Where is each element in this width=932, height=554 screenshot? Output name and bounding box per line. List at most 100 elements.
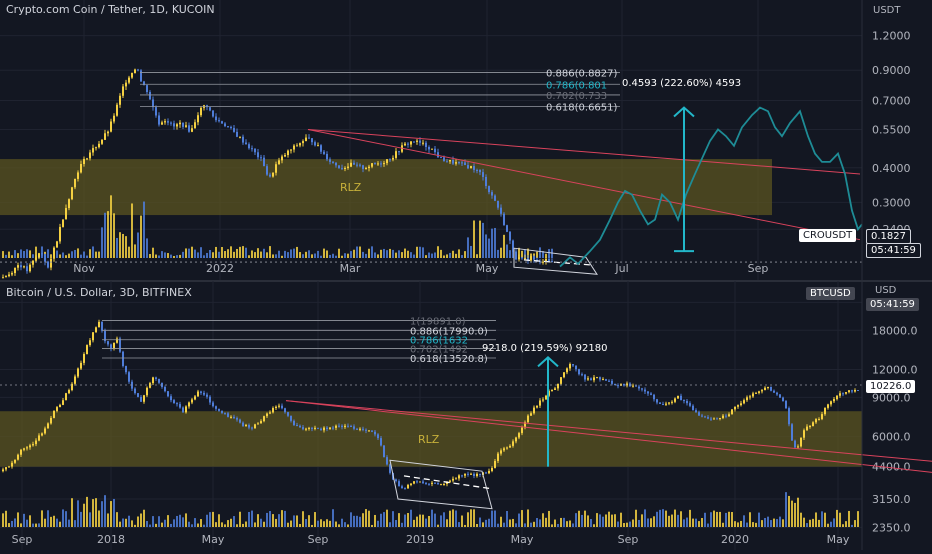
volume-bar (830, 521, 832, 527)
candle-body (8, 466, 10, 468)
candle-body (698, 412, 700, 416)
volume-bar (458, 522, 460, 527)
candle-body (368, 430, 370, 432)
volume-bar (212, 511, 214, 527)
panel-divider[interactable] (0, 280, 932, 282)
candle-body (284, 155, 286, 157)
candle-body (506, 225, 508, 232)
bottom-chart-panel[interactable]: 24000.018000.012000.09000.06000.04400.03… (0, 281, 932, 554)
candle-body (527, 415, 529, 423)
candle-body (32, 260, 34, 265)
candle-body (389, 159, 391, 161)
candle-body (488, 186, 490, 193)
volume-bar (50, 516, 52, 527)
candle-body (74, 376, 76, 384)
candle-body (245, 142, 247, 145)
volume-bar (527, 509, 529, 527)
candle-body (791, 424, 793, 441)
candle-body (92, 148, 94, 153)
volume-bar (209, 249, 211, 258)
candle-body (140, 396, 142, 402)
candle-body (383, 163, 385, 165)
volume-bar (395, 520, 397, 527)
x-tick-label: May (202, 533, 225, 546)
volume-bar (221, 247, 223, 258)
candle-body (65, 208, 67, 220)
candle-body (446, 161, 448, 163)
volume-bar (155, 523, 157, 527)
volume-bar (482, 522, 484, 527)
candle-body (242, 136, 244, 143)
trendline (307, 128, 861, 241)
volume-bar (170, 523, 172, 527)
volume-bar (218, 514, 220, 527)
volume-bar (32, 523, 34, 527)
volume-bar (509, 250, 511, 258)
candle-body (221, 121, 223, 124)
volume-bar (500, 516, 502, 527)
candle-body (518, 257, 520, 260)
top-chart-canvas[interactable]: 1.20000.90000.70000.55000.40000.30000.24… (0, 0, 932, 298)
candle-body (23, 266, 25, 268)
top-chart-panel[interactable]: 1.20000.90000.70000.55000.40000.30000.24… (0, 0, 932, 298)
volume-bar (287, 522, 289, 527)
candle-body (314, 427, 316, 429)
volume-bar (839, 512, 841, 527)
candle-body (542, 261, 544, 263)
volume-bar (707, 523, 709, 527)
candle-body (284, 408, 286, 413)
candle-body (149, 92, 151, 100)
candle-body (296, 425, 298, 427)
candle-body (839, 393, 841, 396)
volume-bar (107, 211, 109, 258)
volume-bar (278, 514, 280, 527)
volume-bar (557, 523, 559, 527)
candle-body (161, 382, 163, 387)
bottom-chart-canvas[interactable]: 24000.018000.012000.09000.06000.04400.03… (0, 281, 932, 554)
candle-body (338, 425, 340, 427)
volume-bar (347, 253, 349, 258)
candle-body (131, 381, 133, 389)
candle-body (224, 412, 226, 414)
volume-bar (389, 522, 391, 527)
volume-bar (578, 510, 580, 527)
candle-body (806, 426, 808, 431)
candle-body (737, 405, 739, 407)
candle-body (551, 389, 553, 391)
candle-body (56, 241, 58, 248)
volume-bar (665, 510, 667, 527)
candle-body (407, 143, 409, 145)
candle-body (179, 122, 181, 125)
candle-body (173, 400, 175, 404)
candle-body (509, 445, 511, 448)
candle-body (518, 433, 520, 438)
volume-bar (812, 518, 814, 527)
volume-bar (29, 250, 31, 258)
volume-bar (14, 250, 16, 258)
bottom-currency-label: USD (875, 285, 897, 296)
candle-body (215, 406, 217, 409)
volume-bar (194, 518, 196, 527)
volume-bar (755, 522, 757, 527)
volume-bar (128, 515, 130, 527)
volume-bar (35, 523, 37, 527)
volume-bar (467, 512, 469, 527)
volume-bar (293, 248, 295, 258)
volume-bar (74, 249, 76, 258)
candle-body (851, 390, 853, 392)
volume-bar (497, 249, 499, 258)
volume-bar (296, 515, 298, 527)
candle-body (761, 390, 763, 392)
volume-bar (767, 516, 769, 527)
candle-body (281, 405, 283, 409)
fib-level-label: 0.618(13520.8) (410, 354, 488, 365)
volume-bar (485, 519, 487, 527)
volume-bar (272, 514, 274, 527)
candle-body (53, 410, 55, 418)
candle-body (164, 386, 166, 392)
volume-bar (824, 512, 826, 527)
candle-body (362, 165, 364, 169)
candle-body (695, 410, 697, 413)
candle-body (317, 145, 319, 147)
candle-body (701, 415, 703, 417)
